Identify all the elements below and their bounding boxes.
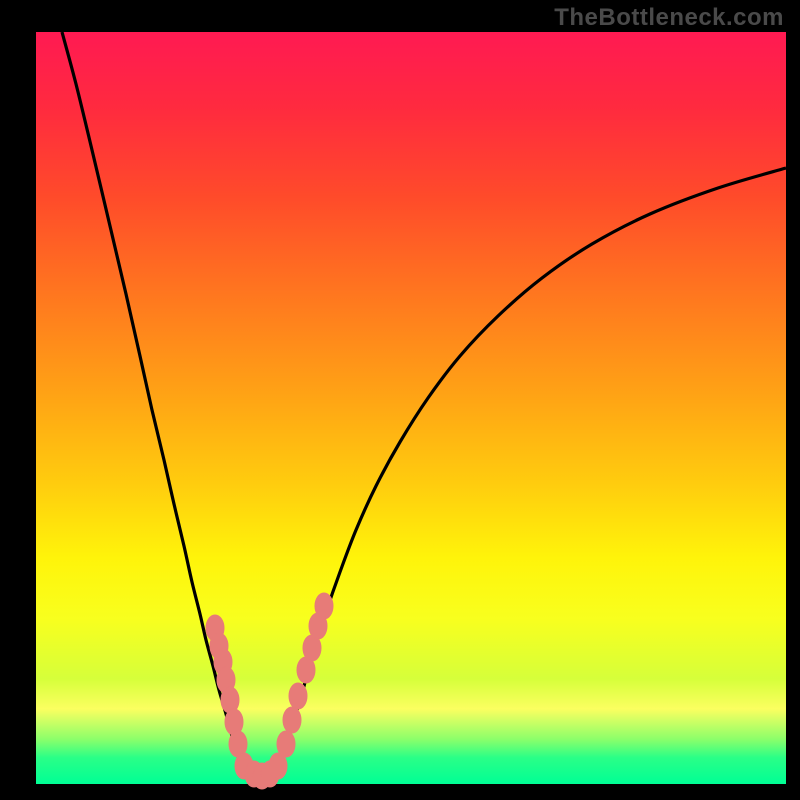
- plot-area: [36, 32, 786, 784]
- chart-canvas: TheBottleneck.com: [0, 0, 800, 800]
- watermark-text: TheBottleneck.com: [554, 4, 784, 32]
